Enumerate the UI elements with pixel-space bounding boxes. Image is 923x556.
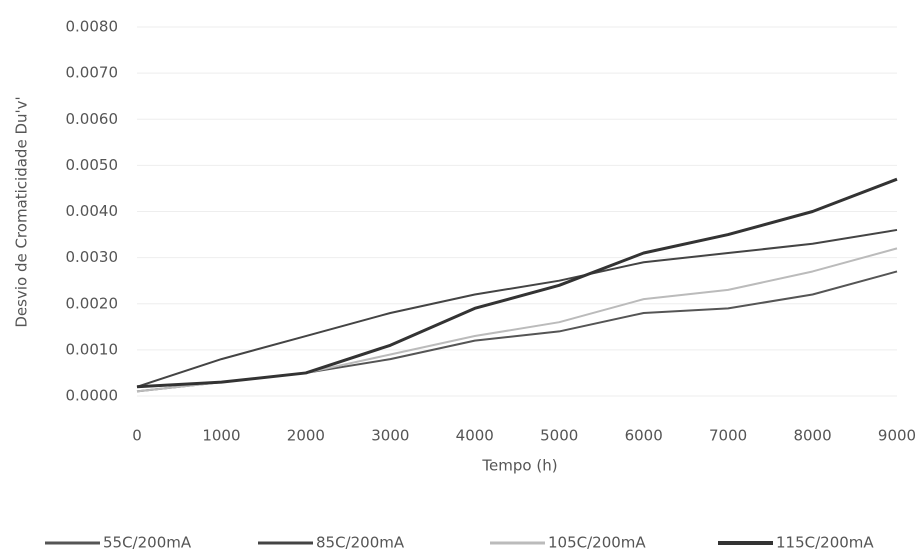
x-tick-label: 6000 [625, 427, 663, 445]
legend-label: 85C/200mA [316, 534, 405, 552]
x-tick-label: 5000 [540, 427, 578, 445]
y-tick-label: 0.0000 [66, 387, 119, 405]
x-tick-label: 2000 [287, 427, 325, 445]
x-tick-label: 1000 [202, 427, 240, 445]
y-tick-label: 0.0020 [66, 294, 119, 312]
y-axis-label: Desvio de Cromaticidade Du'v' [13, 96, 31, 327]
y-tick-label: 0.0070 [66, 64, 119, 82]
y-tick-label: 0.0030 [66, 248, 119, 266]
y-tick-label: 0.0010 [66, 340, 119, 358]
legend-label: 105C/200mA [548, 534, 646, 552]
series-line [136, 270, 898, 393]
series-line [136, 247, 898, 393]
legend-label: 115C/200mA [776, 534, 874, 552]
x-tick-label: 7000 [709, 427, 747, 445]
y-tick-label: 0.0080 [66, 18, 119, 36]
y-tick-label: 0.0060 [66, 110, 119, 128]
x-tick-label: 4000 [456, 427, 494, 445]
x-tick-label: 0 [132, 427, 142, 445]
x-tick-label: 8000 [793, 427, 831, 445]
y-tick-label: 0.0040 [66, 202, 119, 220]
y-tick-label: 0.0050 [66, 156, 119, 174]
x-tick-label: 9000 [878, 427, 916, 445]
series-line [136, 177, 898, 389]
series-line [136, 228, 898, 388]
legend-label: 55C/200mA [103, 534, 192, 552]
x-axis-label: Tempo (h) [481, 457, 557, 475]
x-tick-label: 3000 [371, 427, 409, 445]
